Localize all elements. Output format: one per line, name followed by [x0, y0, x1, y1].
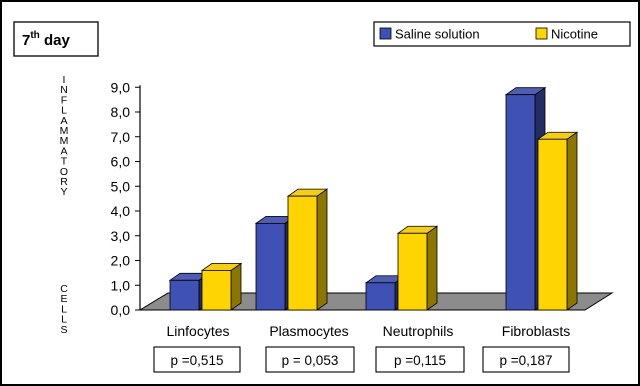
bar-side — [316, 188, 328, 311]
y-tick-label: 7,0 — [111, 129, 131, 145]
annotation-box — [265, 346, 355, 373]
bar-side — [426, 225, 438, 311]
annotation-box — [482, 346, 570, 373]
title-box — [13, 21, 99, 57]
annotation-label: p = 0,053 — [282, 353, 339, 368]
bar-front — [537, 138, 568, 311]
legend-box — [373, 21, 631, 47]
bar-front — [365, 282, 396, 311]
y-axis-ticks: 0,0 1,0 2,0 3,0 4,0 5,0 6,0 7,0 8,0 9,0 — [111, 79, 141, 318]
chart-title: 7th day — [22, 30, 70, 49]
y-tick-label: 8,0 — [111, 104, 131, 120]
y-tick-label: 6,0 — [111, 154, 131, 170]
y-tick-label: 5,0 — [111, 178, 131, 194]
p-value-annotations: p =0,515 p = 0,053 p =0,115 p =0,187 — [153, 346, 570, 373]
bar-nicotine-fibroblasts — [536, 131, 579, 311]
bar-front — [201, 269, 232, 311]
bars — [168, 86, 579, 311]
annotation-label: p =0,115 — [394, 353, 446, 368]
x-axis-categories: Linfocytes Plasmocytes Neutrophils Fibrobla… — [166, 323, 570, 339]
bar-side — [230, 262, 242, 311]
legend-swatch-saline — [379, 27, 392, 40]
bar-nicotine-neutrophils — [396, 225, 439, 311]
annotation-box — [375, 346, 465, 373]
bar-saline-plasmocytes — [254, 215, 297, 311]
y-tick-label: 3,0 — [111, 228, 131, 244]
legend-label-nicotine: Nicotine — [551, 27, 598, 42]
bar-nicotine-plasmocytes — [286, 188, 329, 311]
category-label: Fibroblasts — [502, 323, 570, 339]
annotation-label: p =0,187 — [500, 353, 553, 368]
category-label: Neutrophils — [383, 323, 454, 339]
bar-front — [255, 222, 286, 311]
bar-front — [505, 94, 536, 311]
y-tick-label: 0,0 — [111, 302, 131, 318]
category-label: Linfocytes — [166, 323, 229, 339]
category-label: Plasmocytes — [269, 323, 348, 339]
y-tick-label: 9,0 — [111, 79, 131, 95]
bar-side — [566, 131, 578, 311]
bar-front — [397, 232, 428, 311]
y-tick-label: 4,0 — [111, 203, 131, 219]
y-tick-label: 2,0 — [111, 253, 131, 269]
bar-front — [287, 195, 318, 311]
annotation-box — [153, 346, 241, 373]
legend-label-saline: Saline solution — [395, 27, 480, 42]
bar-nicotine-linfocytes — [200, 262, 243, 311]
legend-swatch-nicotine — [535, 27, 548, 40]
annotation-label: p =0,515 — [171, 353, 224, 368]
legend: Saline solution Nicotine — [373, 21, 631, 47]
y-tick-label: 1,0 — [111, 277, 131, 293]
bar-front — [169, 279, 200, 311]
